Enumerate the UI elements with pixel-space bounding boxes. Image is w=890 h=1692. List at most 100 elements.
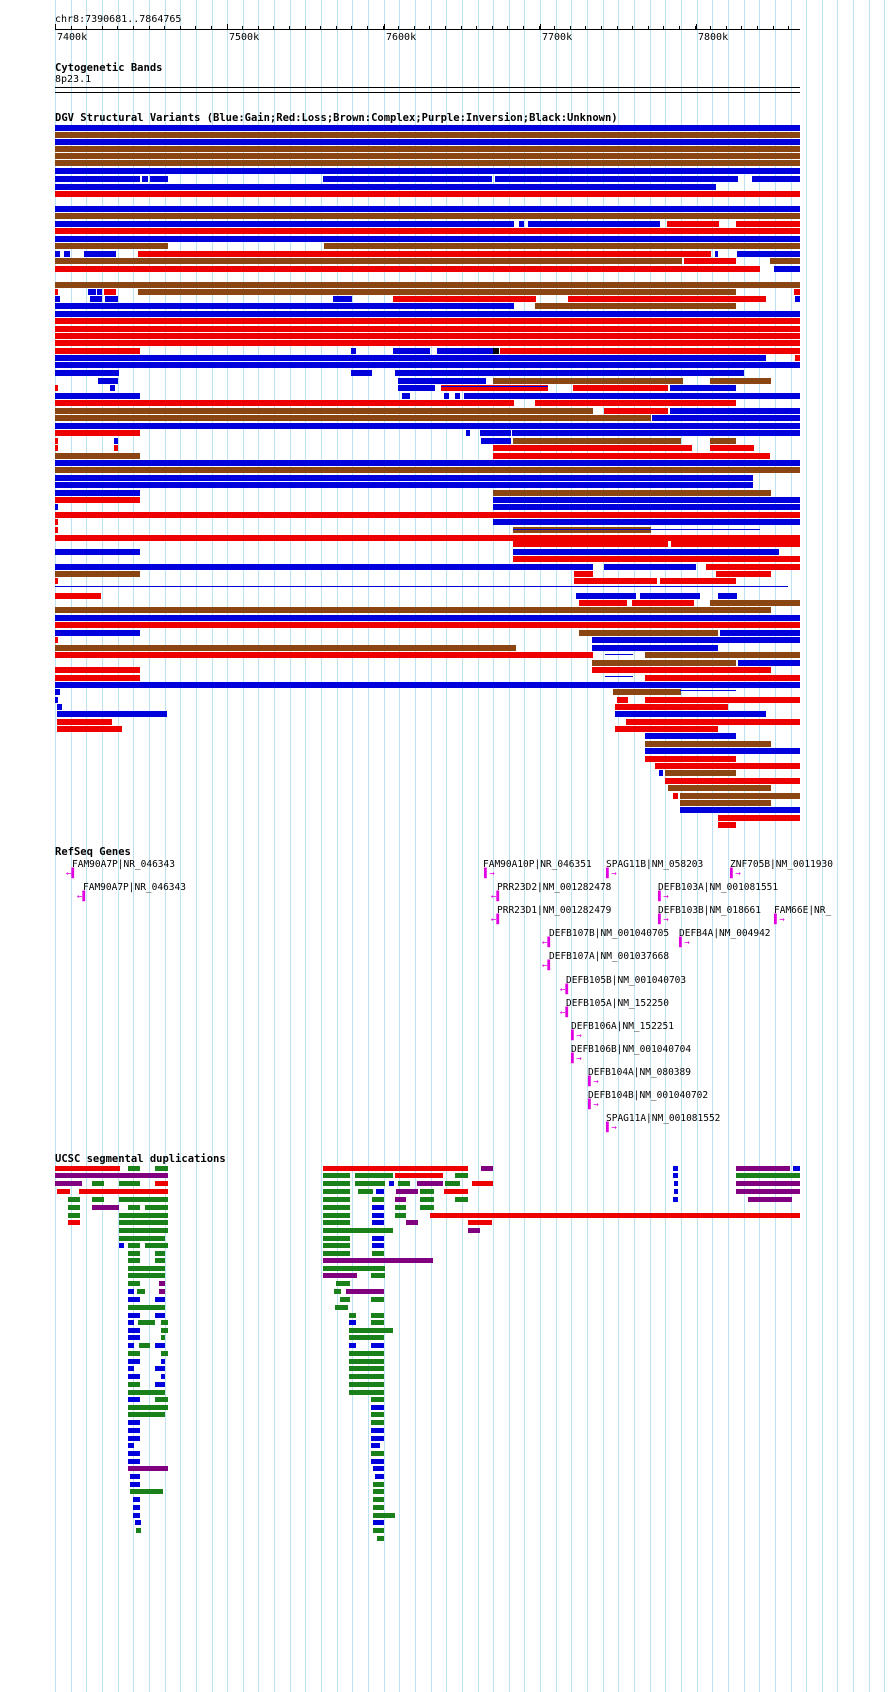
segdup-inversion: [55, 1173, 168, 1178]
dgv-variant-loss: [500, 348, 800, 354]
gridline: [509, 0, 510, 1692]
gridline: [399, 0, 400, 1692]
ruler-minor-tick: [102, 26, 103, 29]
segdup-gain: [161, 1374, 165, 1379]
gridline: [587, 0, 588, 1692]
gridline: [493, 0, 494, 1692]
dgv-variant-gain: [519, 221, 524, 227]
cytoband-label: 8p23.1: [55, 74, 92, 85]
segdup-segdup: [128, 1405, 168, 1410]
segdup-segdup: [445, 1181, 460, 1186]
gridline: [540, 0, 541, 1692]
segdup-segdup: [323, 1205, 350, 1210]
dgv-variant-loss: [55, 497, 140, 503]
ruler-position-label: chr8:7390681..7864765: [55, 14, 182, 25]
segdup-segdup: [323, 1220, 350, 1225]
dgv-connector: [481, 440, 511, 441]
segdup-inversion: [323, 1258, 433, 1263]
segdup-gain: [130, 1482, 140, 1487]
segdup-segdup: [323, 1173, 350, 1178]
segdup-segdup: [68, 1205, 80, 1210]
segdup-segdup: [373, 1513, 395, 1518]
gridline: [744, 0, 745, 1692]
segdup-segdup: [155, 1397, 168, 1402]
segdup-inversion: [736, 1189, 800, 1194]
segdup-segdup: [128, 1412, 165, 1417]
gridline: [478, 0, 479, 1692]
dgv-variant-loss: [736, 221, 800, 227]
dgv-variant-gain: [55, 630, 140, 636]
ruler-minor-tick: [632, 26, 633, 29]
segdup-segdup: [161, 1335, 165, 1340]
gene-model: ←▌: [560, 985, 571, 995]
ruler-minor-tick: [461, 26, 462, 29]
gridline: [102, 0, 103, 1692]
dgv-variant-gain: [493, 519, 800, 525]
ruler-minor-tick: [398, 26, 399, 29]
dgv-variant-complex: [680, 793, 800, 799]
ruler-minor-tick: [71, 26, 72, 29]
gene-label: ZNF705B|NM_0011930: [730, 859, 833, 870]
segdup-segdup: [371, 1451, 384, 1456]
gene-model: ▌→: [588, 1077, 599, 1087]
segdup-gain: [155, 1382, 165, 1387]
ruler-minor-tick: [710, 26, 711, 29]
dgv-variant-complex: [55, 415, 651, 421]
dgv-variant-loss: [604, 408, 668, 414]
dgv-variant-gain: [55, 221, 514, 227]
dgv-variant-complex: [55, 153, 800, 159]
gene-label: FAM90A7P|NR_046343: [72, 859, 175, 870]
segdup-segdup: [128, 1251, 140, 1256]
dgv-variant-complex: [770, 258, 800, 264]
gridline: [712, 0, 713, 1692]
dgv-variant-gain: [481, 438, 511, 444]
segdup-segdup: [128, 1351, 140, 1356]
dgv-variant-complex: [55, 282, 800, 288]
gridline: [227, 0, 228, 1692]
gene-model: ▌→: [658, 915, 669, 925]
dgv-variant-loss: [660, 578, 736, 584]
gene-label: FAM66E|NR_: [774, 905, 832, 916]
dgv-variant-gain: [57, 711, 167, 717]
dgv-variant-loss: [55, 593, 101, 599]
dgv-variant-gain: [55, 475, 753, 481]
gridline: [118, 0, 119, 1692]
gridline: [305, 0, 306, 1692]
ruler-minor-tick: [289, 26, 290, 29]
ruler-minor-tick: [367, 26, 368, 29]
gene-label: DEFB104B|NM_001040702: [588, 1090, 709, 1101]
segdup-segdup: [92, 1197, 104, 1202]
segdup-inversion: [346, 1289, 384, 1294]
segdup-segdup: [349, 1366, 384, 1371]
dgv-variant-loss: [55, 527, 58, 533]
dgv-variant-gain: [528, 221, 660, 227]
ruler-minor-tick: [476, 26, 477, 29]
segdup-segdup: [371, 1320, 384, 1325]
gene-model: ←▌: [542, 961, 553, 971]
segdup-gain: [372, 1236, 384, 1241]
gene-label: DEFB106A|NM_152251: [571, 1021, 674, 1032]
dgv-variant-loss: [579, 600, 627, 606]
dgv-variant-complex: [324, 243, 800, 249]
dgv-variant-complex: [55, 645, 516, 651]
dgv-variant-complex: [710, 600, 800, 606]
segdup-gain: [793, 1166, 800, 1171]
dgv-variant-gain: [493, 497, 800, 503]
segdup-segdup: [373, 1482, 384, 1487]
segdup-gain: [161, 1359, 165, 1364]
dgv-variant-loss: [55, 512, 800, 518]
gridline: [603, 0, 604, 1692]
segdup-segdup: [128, 1273, 165, 1278]
dgv-variant-loss: [794, 289, 800, 295]
dgv-variant-loss: [55, 318, 800, 324]
gene-label: DEFB103B|NM_018661: [658, 905, 761, 916]
dgv-variant-gain: [55, 549, 140, 555]
dgv-connector: [605, 676, 633, 677]
gene-model: ▌→: [658, 892, 669, 902]
gridline: [665, 0, 666, 1692]
segdup-segdup: [119, 1181, 140, 1186]
gridline: [71, 0, 72, 1692]
gridline: [321, 0, 322, 1692]
dgv-variant-gain: [55, 251, 60, 257]
dgv-variant-gain: [351, 370, 372, 376]
